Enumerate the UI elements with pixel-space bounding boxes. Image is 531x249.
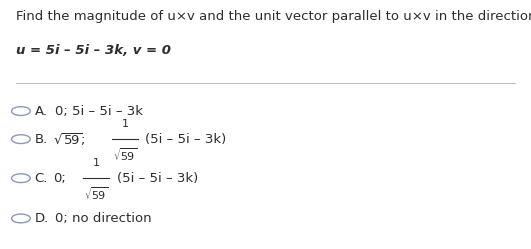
Text: C.: C. bbox=[35, 172, 48, 185]
Text: 0; no direction: 0; no direction bbox=[55, 212, 151, 225]
Text: Find the magnitude of u×v and the unit vector parallel to u×v in the direction o: Find the magnitude of u×v and the unit v… bbox=[16, 10, 531, 23]
Text: A.: A. bbox=[35, 105, 47, 118]
Text: $\sqrt{59}$: $\sqrt{59}$ bbox=[84, 186, 108, 202]
Text: 0; 5i – 5i – 3k: 0; 5i – 5i – 3k bbox=[55, 105, 143, 118]
Text: 1: 1 bbox=[93, 158, 100, 168]
Text: B.: B. bbox=[35, 133, 48, 146]
Text: (5i – 5i – 3k): (5i – 5i – 3k) bbox=[145, 133, 226, 146]
Text: $\sqrt{59}$;: $\sqrt{59}$; bbox=[53, 131, 86, 148]
Text: 1: 1 bbox=[122, 119, 129, 129]
Text: D.: D. bbox=[35, 212, 49, 225]
Text: 0;: 0; bbox=[53, 172, 66, 185]
Text: $\sqrt{59}$: $\sqrt{59}$ bbox=[113, 147, 137, 163]
Text: u = 5i – 5i – 3k, v = 0: u = 5i – 5i – 3k, v = 0 bbox=[16, 44, 171, 57]
Text: (5i – 5i – 3k): (5i – 5i – 3k) bbox=[117, 172, 199, 185]
